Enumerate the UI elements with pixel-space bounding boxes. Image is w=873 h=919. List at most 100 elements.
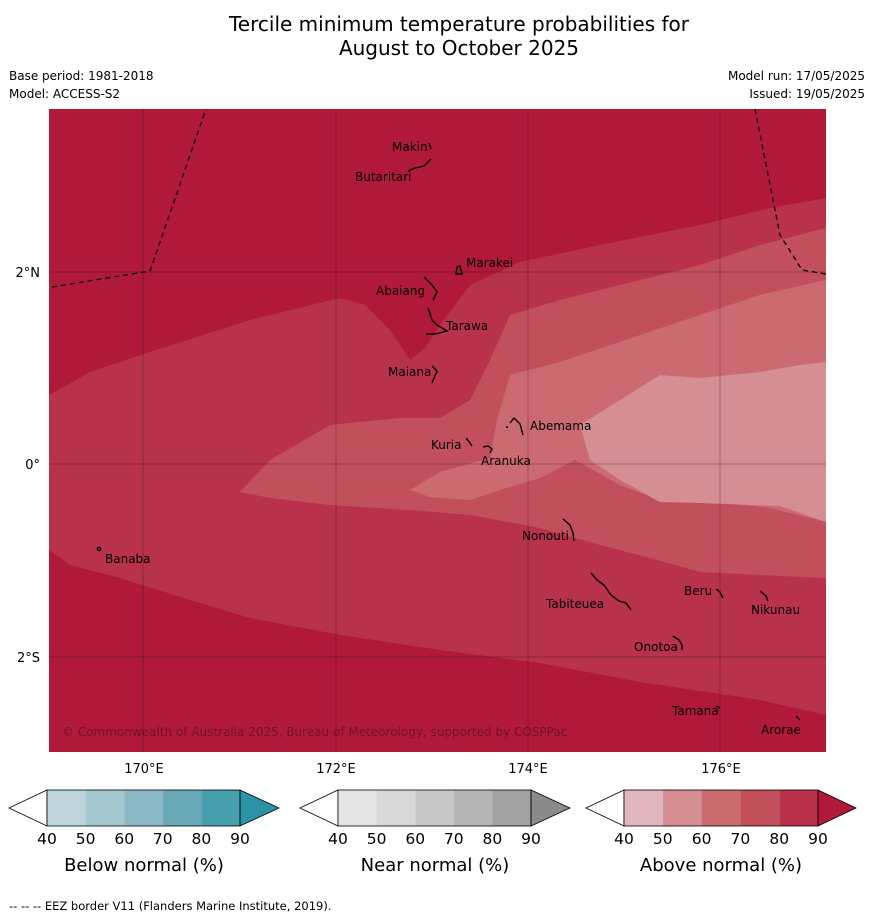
island-tarawa	[426, 307, 449, 335]
island-butaritari	[407, 158, 432, 172]
label-abaiang: Abaiang	[376, 284, 425, 298]
contour-above-50-60	[580, 362, 826, 522]
colorbar-above-normal-bin-50-60	[662, 790, 702, 826]
colorbar-near-normal-bin-80-90	[492, 790, 531, 826]
island-banaba	[96, 546, 102, 552]
colorbar-above-normal-bin-40-50	[624, 790, 663, 826]
colorbar-near-normal-bin-40-50	[338, 790, 377, 826]
island-nonouti	[562, 518, 575, 542]
island-nikunau	[759, 590, 769, 602]
colorbar-above-normal-frame	[623, 789, 819, 827]
title-line-2: August to October 2025	[338, 36, 580, 60]
island-abemama	[509, 416, 524, 436]
island-makin	[428, 142, 432, 150]
lat-label-2n: 2°N	[16, 266, 41, 281]
colorbar-below-normal-tick-50: 50	[76, 830, 96, 848]
colorbar-near-normal-bin-60-70	[415, 790, 454, 826]
label-nikunau: Nikunau	[751, 603, 800, 617]
label-nonouti: Nonouti	[522, 529, 569, 543]
model-run: Model run: 17/05/2025	[727, 69, 865, 83]
colorbar-above-normal-tick-80: 80	[769, 830, 789, 848]
colorbar-above-normal-high-arrow	[817, 789, 857, 827]
colorbar-above-normal-tick-40: 40	[614, 830, 634, 848]
colorbar-below-normal-high-arrow	[239, 789, 280, 827]
label-makin: Makin	[392, 140, 428, 154]
colorbar-near-normal-frame	[337, 789, 532, 827]
lat-label-0: 0°	[25, 458, 40, 473]
colorbar-near-normal-tick-80: 80	[483, 830, 503, 848]
colorbar-below-normal-bin-80-90	[201, 790, 240, 826]
colorbar-near-normal-high-arrow	[530, 789, 571, 827]
colorbar-above-normal-tick-60: 60	[692, 830, 712, 848]
label-beru: Beru	[684, 584, 712, 598]
island-outlines	[96, 142, 801, 721]
lon-axis-labels: 170°E 172°E 174°E 176°E	[124, 762, 741, 777]
colorbar-near-normal-tick-70: 70	[444, 830, 464, 848]
lon-label-176: 176°E	[701, 762, 741, 777]
label-onotoa: Onotoa	[634, 640, 678, 654]
island-tamana	[715, 705, 721, 709]
colorbar-above-normal-title: Above normal (%)	[640, 855, 802, 876]
island-maiana	[431, 365, 438, 384]
label-tabiteuea: Tabiteuea	[545, 597, 604, 611]
colorbar-below-normal-bin-60-70	[124, 790, 163, 826]
colorbar-near-normal-low-arrow	[299, 789, 339, 827]
colorbar-above-normal-bin-80-90	[779, 790, 818, 826]
colorbar-below-normal-bin-70-80	[162, 790, 202, 826]
colorbar-below-normal-bin-50-60	[85, 790, 125, 826]
probability-contours	[49, 109, 826, 752]
island-marakei	[455, 265, 463, 275]
colorbar-below-normal-tick-70: 70	[153, 830, 173, 848]
lon-label-172: 172°E	[316, 762, 356, 777]
colorbar-above-normal-tick-90: 90	[808, 830, 828, 848]
label-banaba: Banaba	[105, 552, 151, 566]
colorbar-above-normal-bin-60-70	[701, 790, 741, 826]
colorbar-below-normal: 40 50 60 70 80 90 Below normal (%)	[8, 789, 280, 876]
model-name: Model: ACCESS-S2	[9, 87, 121, 101]
label-tarawa: Tarawa	[445, 319, 488, 333]
colorbar-below-normal-tick-40: 40	[37, 830, 57, 848]
colorbar-near-normal-title: Near normal (%)	[361, 855, 510, 876]
base-period: Base period: 1981-2018	[9, 69, 154, 83]
label-butaritari: Butaritari	[355, 170, 412, 184]
island-aranuka	[482, 445, 493, 454]
eez-borders	[51, 109, 826, 288]
island-kuria	[465, 437, 473, 447]
meta-right: Model run: 17/05/2025 Issued: 19/05/2025	[728, 67, 865, 103]
issued-date: Issued: 19/05/2025	[749, 87, 865, 101]
colorbar-below-normal-title: Below normal (%)	[64, 855, 224, 876]
colorbar-below-normal-tick-60: 60	[114, 830, 134, 848]
title-line-1: Tercile minimum temperature probabilitie…	[228, 12, 690, 36]
colorbar-above-normal-low-arrow	[585, 789, 625, 827]
colorbar-above-normal-tick-50: 50	[653, 830, 673, 848]
island-labels: Makin Butaritari Marakei Abaiang Tarawa …	[105, 140, 801, 737]
colorbar-near-normal: 40 50 60 70 80 90 Near normal (%)	[299, 789, 571, 876]
label-aranuka: Aranuka	[481, 454, 531, 468]
eez-border-east	[754, 109, 826, 275]
colorbar-above-normal-tick-70: 70	[731, 830, 751, 848]
colorbar-near-normal-tick-50: 50	[367, 830, 387, 848]
colorbar-below-normal-tick-90: 90	[230, 830, 250, 848]
meta-left: Base period: 1981-2018 Model: ACCESS-S2	[9, 67, 154, 103]
colorbar-below-normal-bin-40-50	[47, 790, 86, 826]
colorbar-near-normal-tick-40: 40	[328, 830, 348, 848]
colorbar-above-normal: 40 50 60 70 80 90 Above normal (%)	[585, 789, 857, 876]
label-kuria: Kuria	[431, 438, 462, 452]
island-arorae	[795, 715, 801, 721]
chart-title: Tercile minimum temperature probabilitie…	[0, 12, 873, 60]
eez-border-footnote: -- -- -- EEZ border V11 (Flanders Marine…	[9, 899, 332, 913]
island-beru	[715, 588, 724, 599]
label-maiana: Maiana	[388, 365, 431, 379]
lat-label-2s: 2°S	[17, 651, 40, 666]
lon-label-174: 174°E	[508, 762, 548, 777]
island-onotoa	[672, 635, 683, 650]
eez-border-west	[51, 109, 207, 288]
colorbar-near-normal-bin-50-60	[376, 790, 416, 826]
lon-label-170: 170°E	[124, 762, 164, 777]
label-arorae: Arorae	[761, 723, 801, 737]
lat-axis-labels: 2°N 0° 2°S	[16, 266, 41, 666]
island-tabiteuea	[590, 572, 632, 611]
island-abaiang	[423, 276, 438, 301]
label-tamana: Tamana	[671, 704, 719, 718]
